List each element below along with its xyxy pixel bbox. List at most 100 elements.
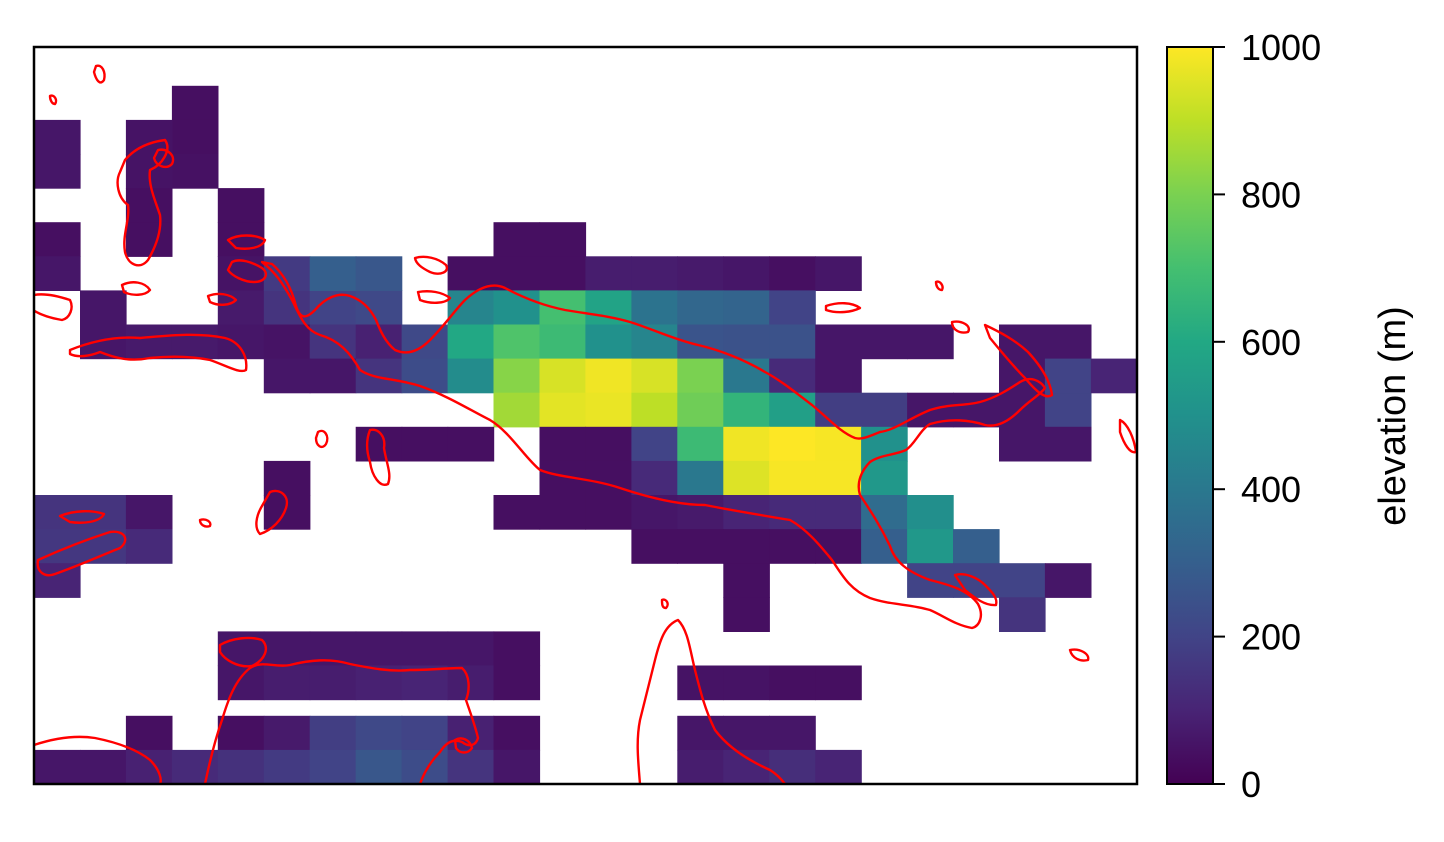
coastline-kai [314, 429, 329, 449]
coastline-manus [824, 302, 862, 314]
heatmap-cell [539, 324, 587, 360]
heatmap-cell [723, 290, 770, 326]
heatmap-cell [585, 495, 632, 530]
heatmap-cell [723, 529, 770, 564]
heatmap-cell [125, 222, 173, 257]
heatmap-cell [217, 324, 265, 360]
coastline-arnhem [34, 735, 162, 784]
coastline-aru [365, 428, 391, 486]
coastlines [34, 64, 1137, 784]
heatmap-cell [769, 715, 816, 751]
heatmap-cell [769, 495, 816, 530]
coastline-small-3 [934, 280, 944, 292]
heatmap-cell [493, 715, 541, 751]
heatmap-cell [677, 495, 724, 530]
heatmap-cell [677, 749, 724, 784]
heatmap-cell [631, 358, 678, 394]
coastline-morotai [92, 64, 106, 84]
heatmap-cell [815, 256, 862, 291]
heatmap-cell [769, 426, 816, 462]
heatmap-cell [907, 324, 954, 360]
heatmap-cell [1044, 324, 1092, 360]
heatmap-cell [355, 324, 403, 360]
heatmap-cell [677, 256, 724, 291]
heatmap-cell [999, 597, 1046, 632]
heatmap-cell [34, 154, 81, 189]
heatmap-cell [769, 256, 816, 291]
heatmap-cell [723, 358, 770, 394]
colorbar-tick-label: 200 [1241, 617, 1301, 658]
heatmap-cell [493, 256, 541, 291]
heatmap-cell [723, 256, 770, 291]
heatmap-cell [34, 563, 81, 598]
map-area [34, 47, 1137, 784]
heatmap-cell [769, 665, 816, 701]
heatmap-cell [585, 256, 632, 291]
coastline-gulf-carpentaria [636, 618, 786, 784]
heatmap-cell [861, 324, 908, 360]
colorbar-gradient [1167, 47, 1213, 784]
heatmap-cell [493, 631, 541, 667]
heatmap-cell [907, 529, 954, 564]
heatmap-cell [355, 631, 403, 667]
heatmap-cell [585, 426, 632, 462]
heatmap-cell [355, 749, 403, 784]
heatmap-cell [493, 290, 541, 326]
heatmap-cell [677, 358, 724, 394]
heatmap-cell [34, 256, 81, 291]
heatmap-cell [355, 256, 403, 291]
heatmap-cell [585, 324, 632, 360]
heatmap-cell [539, 495, 587, 530]
heatmap-cell [447, 324, 495, 360]
heatmap-cell [999, 563, 1046, 598]
coastline-small-1 [48, 94, 58, 106]
heatmap-cell [309, 715, 357, 751]
heatmap-cell [631, 290, 678, 326]
coastline-new-ireland [950, 320, 971, 334]
heatmap-cell [217, 631, 265, 667]
heatmap-cell [907, 495, 954, 530]
heatmap-cell [125, 188, 173, 223]
heatmap-cell [723, 563, 770, 598]
heatmap-cell [171, 324, 219, 360]
heatmap-cell [34, 119, 81, 155]
heatmap-cell [309, 256, 357, 291]
colorbar-tick-label: 800 [1241, 174, 1301, 215]
heatmap-cell [769, 749, 816, 784]
heatmap-cell [447, 631, 495, 667]
coastline-tanimbar [255, 489, 289, 536]
heatmap-cell [263, 324, 311, 360]
heatmap-cell [677, 426, 724, 462]
heatmap-cell [493, 749, 541, 784]
heatmap-cell [723, 426, 770, 462]
heatmap-cell [815, 358, 862, 394]
heatmap-cell [447, 665, 495, 701]
colorbar: 0 200 400 600 800 1000 elevation (m) [1166, 27, 1414, 805]
heatmap-cell [263, 715, 311, 751]
coastline-small-4 [660, 598, 669, 610]
heatmap-cell [953, 529, 1000, 564]
heatmap-cell [217, 188, 265, 223]
heatmap-cell [723, 392, 770, 428]
colorbar-label: elevation (m) [1372, 306, 1414, 526]
heatmap-cell [861, 495, 908, 530]
heatmap-cell [493, 665, 541, 701]
heatmap-cell [355, 290, 403, 326]
heatmap-cell [447, 749, 495, 784]
heatmap-cell [447, 426, 495, 462]
coastline-melville [218, 636, 267, 668]
heatmap-cell [493, 495, 541, 530]
coastline-solomon [1068, 648, 1090, 662]
heatmap-cell [125, 324, 173, 360]
heatmap-cell [1044, 392, 1092, 428]
heatmap-cell [815, 529, 862, 564]
heatmap-cell [309, 358, 357, 394]
heatmap-cell [723, 460, 770, 496]
heatmap-cell [1044, 426, 1092, 462]
heatmap-cell [355, 358, 403, 394]
heatmap-cell [815, 426, 862, 462]
heatmap-cell [677, 460, 724, 496]
heatmap-cell [631, 256, 678, 291]
heatmap-cell [815, 495, 862, 530]
